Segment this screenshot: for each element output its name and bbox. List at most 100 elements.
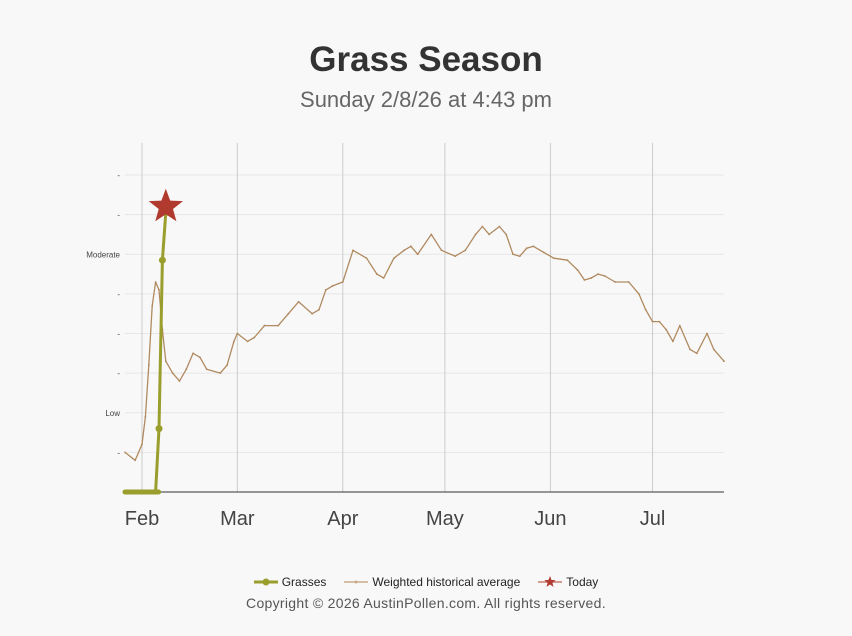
historical-point: [409, 245, 412, 248]
historical-point: [154, 281, 157, 283]
historical-point: [672, 340, 674, 343]
month-lines: [141, 143, 654, 492]
historical-point: [678, 324, 681, 327]
historical-point: [164, 360, 167, 363]
historical-point: [689, 348, 691, 351]
historical-point: [665, 328, 668, 331]
historical-point: [151, 304, 154, 307]
legend-label-today: Today: [566, 575, 599, 589]
y-tick-label: -: [117, 448, 120, 457]
legend-historical-marker-icon: [344, 580, 369, 584]
x-tick-label: May: [426, 508, 464, 530]
historical-point: [246, 340, 249, 343]
historical-point: [219, 372, 222, 375]
historical-point: [365, 257, 368, 260]
series-line-historical: [124, 225, 725, 461]
historical-point: [147, 364, 150, 367]
historical-point: [403, 249, 405, 252]
historical-point: [158, 289, 160, 291]
legend-star-icon: [538, 576, 563, 587]
historical-point: [658, 320, 661, 323]
historical-point: [695, 352, 698, 355]
historical-point: [430, 233, 433, 236]
grasses-point: [158, 256, 166, 264]
historical-point: [474, 233, 477, 236]
historical-point: [518, 255, 521, 258]
historical-point: [392, 257, 395, 260]
historical-point: [651, 320, 654, 323]
chart-subtitle: Sunday 2/8/26 at 4:43 pm: [300, 87, 552, 112]
legend-item-historical[interactable]: Weighted historical average: [344, 575, 520, 589]
historical-point: [723, 360, 725, 363]
historical-point: [226, 364, 229, 367]
historical-point: [297, 300, 300, 303]
legend-item-grasses[interactable]: Grasses: [253, 575, 327, 589]
historical-point: [263, 324, 266, 327]
historical-point: [375, 273, 378, 275]
historical-point: [644, 308, 647, 311]
historical-point: [454, 255, 457, 258]
historical-point: [192, 352, 194, 355]
historical-point: [576, 269, 579, 271]
historical-point: [603, 275, 606, 277]
grasses-point: [155, 425, 163, 433]
historical-point: [627, 281, 630, 283]
legend-label-grasses: Grasses: [281, 575, 327, 589]
historical-point: [277, 324, 280, 327]
legend-label-historical: Weighted historical average: [372, 575, 521, 589]
historical-point: [542, 251, 545, 254]
chart-legend: Grasses Weighted historical average Toda…: [0, 575, 852, 589]
historical-point: [311, 312, 314, 315]
historical-point: [178, 380, 181, 382]
grass-season-chart: - Low - - - Moderate - - Feb Mar Apr May Jun Jul: [86, 143, 725, 530]
x-tick-label: Mar: [220, 508, 255, 530]
x-tick-label: Feb: [125, 508, 159, 530]
historical-point: [205, 368, 208, 371]
historical-point: [498, 225, 501, 228]
historical-point: [331, 285, 334, 287]
historical-point: [382, 277, 385, 279]
historical-point: [324, 289, 327, 291]
historical-point: [198, 356, 201, 359]
historical-point: [171, 372, 174, 375]
historical-point: [481, 225, 484, 228]
historical-point: [638, 292, 640, 295]
chart-title: Grass Season: [309, 40, 543, 79]
historical-point: [566, 259, 569, 262]
historical-point: [318, 308, 320, 311]
grid-layer: [125, 174, 724, 453]
historical-point: [341, 281, 344, 283]
historical-point: [614, 281, 616, 283]
legend-item-today[interactable]: Today: [538, 575, 598, 589]
y-axis-labels: - Low - - - Moderate - -: [86, 171, 120, 457]
historical-point: [706, 332, 708, 335]
y-tick-label: -: [117, 330, 120, 339]
historical-point: [185, 368, 188, 371]
historical-point: [712, 348, 715, 351]
historical-point: [583, 279, 586, 281]
x-axis-labels: Feb Mar Apr May Jun Jul: [125, 508, 666, 530]
historical-point: [141, 443, 143, 446]
historical-point: [236, 332, 239, 335]
y-tick-label: -: [117, 171, 120, 180]
historical-point: [144, 415, 147, 418]
today-star-icon: [148, 188, 183, 222]
x-tick-label: Jun: [534, 508, 566, 530]
legend-grasses-marker-icon: [253, 578, 278, 586]
y-tick-label: -: [117, 290, 120, 299]
historical-point: [512, 253, 514, 256]
x-tick-label: Apr: [327, 508, 358, 530]
historical-point: [253, 336, 256, 339]
x-tick-label: Jul: [640, 508, 666, 530]
historical-point: [124, 451, 126, 454]
historical-point: [532, 245, 535, 248]
historical-point: [552, 257, 555, 260]
historical-point: [590, 277, 593, 279]
historical-point: [134, 459, 137, 462]
y-tick-label: Low: [105, 409, 120, 418]
historical-point: [597, 273, 599, 275]
historical-point: [525, 247, 528, 250]
copyright-text: Copyright © 2026 AustinPollen.com. All r…: [246, 595, 606, 611]
historical-point: [505, 233, 508, 236]
historical-point: [488, 233, 491, 236]
